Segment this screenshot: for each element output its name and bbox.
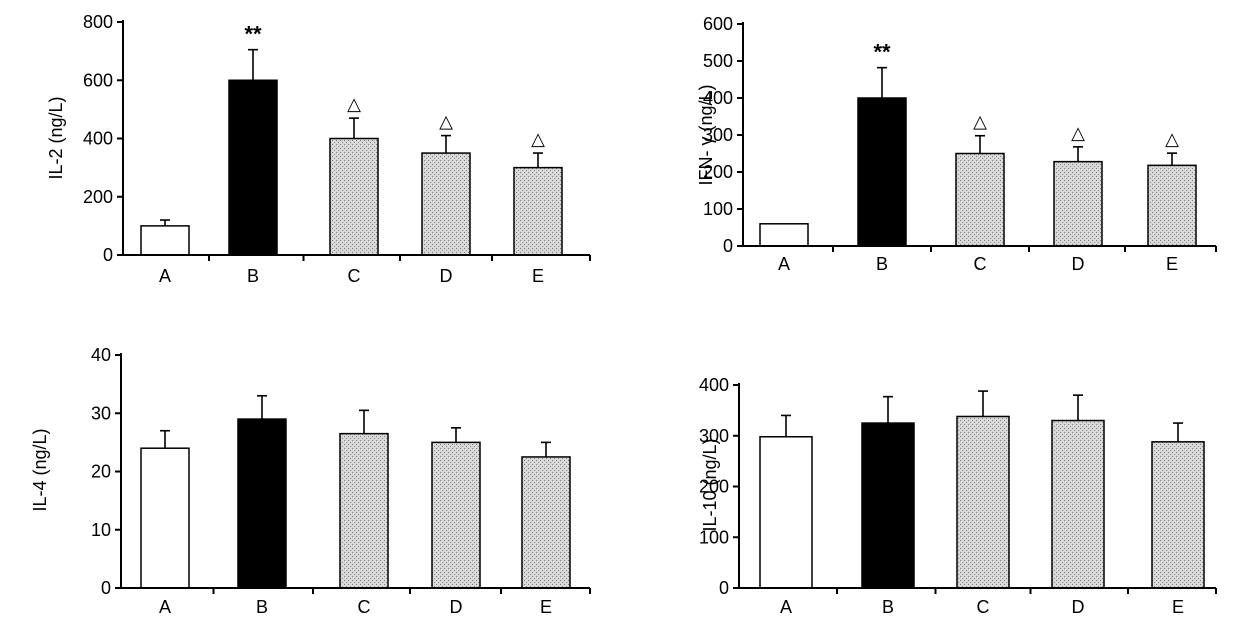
il2-bar-D: [421, 152, 471, 256]
ifn-gamma-bar-C: [955, 152, 1005, 247]
ifn-gamma-bar-B: [857, 97, 907, 247]
il2-bar-B: [228, 79, 278, 256]
il2-x-tick-label-D: D: [440, 266, 453, 286]
ifn-gamma-chart: A ** B △ C △ D △ E 0 100 200 300 400 500 600 IFN- γ (ng/…: [696, 14, 1217, 274]
il2-y-tick-label: 800: [83, 12, 113, 32]
il10-chart: A B C D E 0 100 200 300 400 IL-10 (ng/L): [699, 375, 1217, 617]
il2-significance-B: **: [244, 22, 262, 47]
ifn-gamma-y-tick-label: 200: [703, 162, 733, 182]
ifn-gamma-y-tick-label: 400: [703, 88, 733, 108]
il4-bar-D: [431, 441, 481, 589]
il4-x-tick-label-B: B: [256, 597, 268, 617]
il4-bar-E: [521, 456, 571, 589]
il10-x-tick-label-A: A: [780, 597, 792, 617]
ifn-gamma-x-tick-label-D: D: [1072, 254, 1085, 274]
il2-bar-C: [329, 137, 379, 256]
il2-y-tick-label: 600: [83, 70, 113, 90]
il2-y-tick-label: 0: [103, 245, 113, 265]
il10-bar-A: [759, 436, 813, 589]
il2-significance-E: △: [531, 129, 545, 149]
il4-x-tick-label-D: D: [450, 597, 463, 617]
il4-bar-B: [237, 418, 287, 589]
il2-significance-C: △: [347, 94, 361, 114]
il4-y-tick-label: 20: [91, 462, 111, 482]
il4-bar-C: [339, 432, 389, 589]
ifn-gamma-y-tick-label: 0: [723, 236, 733, 256]
ifn-gamma-significance-D: △: [1071, 123, 1085, 143]
il4-y-tick-label: 40: [91, 345, 111, 365]
il4-y-tick-label: 30: [91, 403, 111, 423]
ifn-gamma-y-tick-label: 500: [703, 51, 733, 71]
il2-x-tick-label-E: E: [532, 266, 544, 286]
il10-y-tick-label: 400: [699, 375, 729, 395]
il4-y-axis-title: IL-4 (ng/L): [30, 428, 50, 511]
il10-x-tick-label-D: D: [1072, 597, 1085, 617]
ifn-gamma-x-tick-label-E: E: [1166, 254, 1178, 274]
il2-y-tick-label: 200: [83, 187, 113, 207]
il2-x-tick-label-A: A: [159, 266, 171, 286]
il10-y-tick-label: 100: [699, 527, 729, 547]
il4-x-tick-label-A: A: [159, 597, 171, 617]
il2-y-axis-title: IL-2 (ng/L): [46, 96, 66, 179]
il4-x-tick-label-E: E: [540, 597, 552, 617]
ifn-gamma-x-tick-label-C: C: [974, 254, 987, 274]
il10-bar-C: [956, 415, 1010, 589]
il4-bar-A: [140, 447, 190, 589]
ifn-gamma-x-tick-label-A: A: [778, 254, 790, 274]
ifn-gamma-significance-C: △: [973, 112, 987, 132]
ifn-gamma-x-tick-label-B: B: [876, 254, 888, 274]
ifn-gamma-bar-E: [1147, 164, 1197, 247]
il4-x-tick-label-C: C: [358, 597, 371, 617]
il10-y-tick-label: 0: [719, 578, 729, 598]
il2-significance-D: △: [439, 112, 453, 132]
il10-y-tick-label: 300: [699, 426, 729, 446]
il4-y-tick-label: 10: [91, 520, 111, 540]
il2-y-tick-label: 400: [83, 129, 113, 149]
ifn-gamma-y-axis-title: IFN- γ (ng/L): [696, 84, 716, 185]
il2-chart: A ** B △ C △ D △ E 0 200 400 600 800 IL-2 (ng/L): [46, 12, 591, 286]
il4-y-tick-label: 0: [101, 578, 111, 598]
ifn-gamma-significance-B: **: [873, 40, 891, 65]
il10-y-axis-title: IL-10 (ng/L): [700, 438, 720, 531]
il10-bar-B: [861, 422, 915, 589]
il10-x-tick-label-B: B: [882, 597, 894, 617]
il10-y-tick-label: 200: [699, 477, 729, 497]
il10-x-tick-label-E: E: [1172, 597, 1184, 617]
il4-chart: A B C D E 0 10 20 30 40 IL-4 (ng/L): [30, 345, 591, 617]
ifn-gamma-significance-E: △: [1165, 129, 1179, 149]
ifn-gamma-bar-D: [1053, 160, 1103, 247]
il2-x-tick-label-B: B: [247, 266, 259, 286]
il2-bar-A: [140, 225, 190, 256]
il10-bar-E: [1151, 441, 1205, 589]
ifn-gamma-y-tick-label: 300: [703, 125, 733, 145]
ifn-gamma-bar-A: [759, 223, 809, 247]
il2-x-tick-label-C: C: [348, 266, 361, 286]
ifn-gamma-y-tick-label: 100: [703, 199, 733, 219]
il2-bar-E: [513, 166, 563, 256]
ifn-gamma-y-tick-label: 600: [703, 14, 733, 34]
il10-bar-D: [1051, 419, 1105, 589]
il10-x-tick-label-C: C: [977, 597, 990, 617]
